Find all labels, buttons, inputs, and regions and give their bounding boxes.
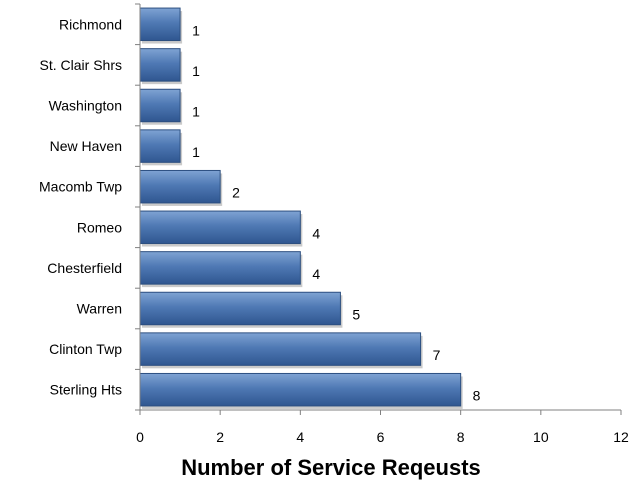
data-label: 4: [312, 225, 320, 241]
x-tick-label: 2: [216, 429, 224, 445]
data-label: 7: [433, 347, 441, 363]
axes-group: Richmond St. Clair Shrs Washington New Have…: [39, 3, 629, 445]
data-label: 4: [312, 266, 320, 282]
bar-richmond: [139, 7, 181, 42]
data-label: 1: [192, 144, 200, 160]
data-label: 1: [192, 22, 200, 38]
category-label: Clinton Twp: [49, 341, 122, 357]
bar-clinton-twp: [139, 332, 422, 366]
category-label: Richmond: [59, 16, 122, 32]
bar-romeo: [139, 210, 301, 245]
data-label: 1: [192, 104, 200, 120]
x-tick-label: 10: [533, 429, 549, 445]
bar-washington: [139, 88, 181, 123]
x-tick-label: 12: [613, 429, 629, 445]
category-label: Sterling Hts: [50, 382, 122, 398]
x-tick-label: 4: [296, 429, 304, 445]
x-tick-label: 8: [457, 429, 465, 445]
data-label: 8: [473, 388, 481, 404]
category-label: Washington: [49, 98, 122, 114]
x-tick-label: 6: [377, 429, 385, 445]
category-label: Macomb Twp: [39, 179, 122, 195]
bar-warren: [139, 291, 341, 326]
bar-macomb-twp: [139, 169, 221, 204]
data-label: 1: [192, 63, 200, 79]
bar-chesterfield: [139, 251, 301, 285]
data-label: 2: [232, 185, 240, 201]
category-label: St. Clair Shrs: [40, 57, 122, 73]
bars-group: 1 1 1 1 2 4 4 5 7 8: [139, 7, 481, 409]
category-label: New Haven: [50, 138, 122, 154]
category-label: Chesterfield: [47, 260, 122, 276]
bar-new-haven: [139, 129, 181, 163]
bar-sterling-hts: [139, 372, 462, 407]
data-label: 5: [352, 307, 360, 323]
category-label: Warren: [77, 301, 122, 317]
x-axis-title: Number of Service Reqeusts: [181, 455, 481, 480]
x-tick-label: 0: [136, 429, 144, 445]
bar-st-clair-shrs: [139, 48, 181, 82]
category-label: Romeo: [77, 219, 122, 235]
